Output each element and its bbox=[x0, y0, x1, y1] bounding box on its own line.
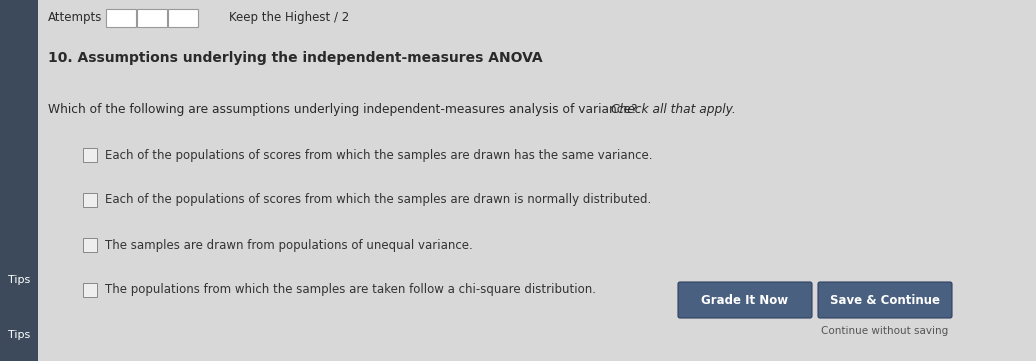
Text: Which of the following are assumptions underlying independent-measures analysis : Which of the following are assumptions u… bbox=[48, 104, 641, 117]
FancyBboxPatch shape bbox=[818, 282, 952, 318]
FancyBboxPatch shape bbox=[678, 282, 812, 318]
Bar bbox=[83, 148, 97, 162]
Text: Check all that apply.: Check all that apply. bbox=[611, 104, 736, 117]
Bar bbox=[83, 283, 97, 297]
Bar bbox=[0, 0, 38, 361]
Bar bbox=[106, 9, 136, 27]
Text: Keep the Highest / 2: Keep the Highest / 2 bbox=[229, 12, 349, 25]
Text: Continue without saving: Continue without saving bbox=[822, 326, 949, 336]
Text: 10. Assumptions underlying the independent-measures ANOVA: 10. Assumptions underlying the independe… bbox=[48, 51, 543, 65]
Bar bbox=[168, 9, 198, 27]
Text: Attempts: Attempts bbox=[48, 12, 103, 25]
Text: Each of the populations of scores from which the samples are drawn is normally d: Each of the populations of scores from w… bbox=[105, 193, 652, 206]
Text: The populations from which the samples are taken follow a chi-square distributio: The populations from which the samples a… bbox=[105, 283, 596, 296]
Text: The samples are drawn from populations of unequal variance.: The samples are drawn from populations o… bbox=[105, 239, 472, 252]
Bar bbox=[83, 238, 97, 252]
Text: Tips: Tips bbox=[8, 330, 30, 340]
Text: Grade It Now: Grade It Now bbox=[701, 293, 788, 306]
Text: Tips: Tips bbox=[8, 275, 30, 285]
Text: Each of the populations of scores from which the samples are drawn has the same : Each of the populations of scores from w… bbox=[105, 148, 653, 161]
Bar bbox=[137, 9, 167, 27]
Text: Save & Continue: Save & Continue bbox=[830, 293, 940, 306]
Bar bbox=[83, 193, 97, 207]
